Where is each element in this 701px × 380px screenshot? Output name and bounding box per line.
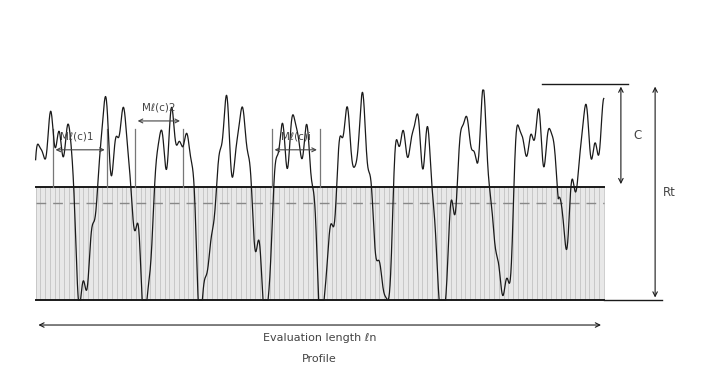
Text: Mℓ(c)1: Mℓ(c)1 xyxy=(60,131,93,142)
Text: Rt: Rt xyxy=(663,185,676,199)
Text: C: C xyxy=(633,129,641,142)
Bar xyxy=(36,187,604,300)
Text: Mℓ(c)i: Mℓ(c)i xyxy=(281,131,311,142)
Text: Profile: Profile xyxy=(302,354,337,364)
Text: Evaluation length ℓn: Evaluation length ℓn xyxy=(263,333,376,343)
Text: Mℓ(c)2: Mℓ(c)2 xyxy=(142,103,175,113)
